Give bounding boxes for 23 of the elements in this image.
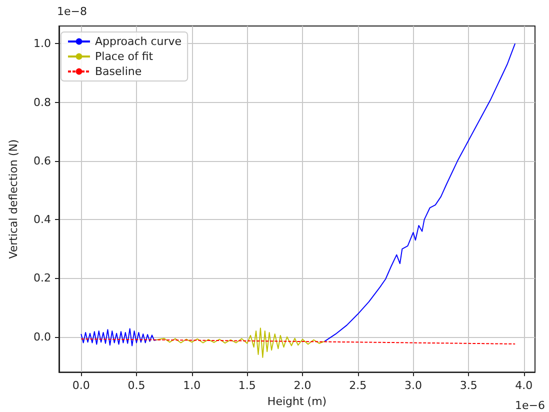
x-tick-label: 1.0 bbox=[183, 379, 201, 392]
x-tick-label: 1.5 bbox=[238, 379, 256, 392]
text: 1e−6 bbox=[515, 399, 546, 412]
y-tick-label: 0.2 bbox=[34, 272, 51, 285]
y-tick-label: 0.8 bbox=[34, 96, 51, 109]
y-axis-title: Vertical deflection (N) bbox=[7, 139, 20, 259]
line-series bbox=[156, 328, 326, 358]
y-tick-label: 0.4 bbox=[34, 213, 51, 226]
y-tick-label: 1.0 bbox=[34, 37, 51, 50]
x-axis-title: Height (m) bbox=[267, 395, 327, 408]
legend-label: Place of fit bbox=[95, 50, 154, 63]
y-tick-label: 0.0 bbox=[34, 330, 51, 344]
text: 1e−8 bbox=[57, 5, 87, 18]
x-tick-label: 2.5 bbox=[349, 379, 367, 392]
x-tick-label: 0.0 bbox=[72, 379, 90, 392]
x-tick-label: 3.5 bbox=[460, 379, 478, 392]
legend-label: Approach curve bbox=[95, 35, 182, 48]
y-tick-label: 0.6 bbox=[34, 154, 51, 168]
legend-label: Baseline bbox=[95, 65, 142, 78]
x-tick-label: 4.0 bbox=[515, 379, 533, 392]
x-tick-label: 0.5 bbox=[128, 379, 146, 392]
x-tick-label: 3.0 bbox=[404, 379, 422, 392]
x-tick-label: 2.0 bbox=[294, 379, 312, 392]
